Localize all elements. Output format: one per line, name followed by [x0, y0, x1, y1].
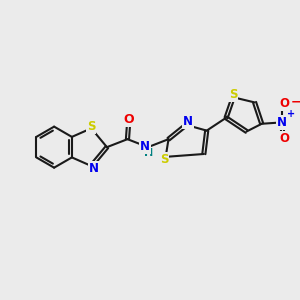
Text: S: S — [87, 120, 95, 134]
Text: O: O — [124, 113, 134, 126]
Text: S: S — [229, 88, 238, 101]
Text: +: + — [287, 110, 296, 119]
Text: N: N — [88, 162, 99, 175]
Text: H: H — [144, 148, 153, 158]
Text: S: S — [160, 153, 169, 166]
Text: −: − — [291, 95, 300, 108]
Text: N: N — [183, 115, 193, 128]
Text: O: O — [280, 97, 290, 110]
Text: N: N — [277, 116, 287, 129]
Text: N: N — [140, 140, 150, 153]
Text: O: O — [280, 131, 290, 145]
